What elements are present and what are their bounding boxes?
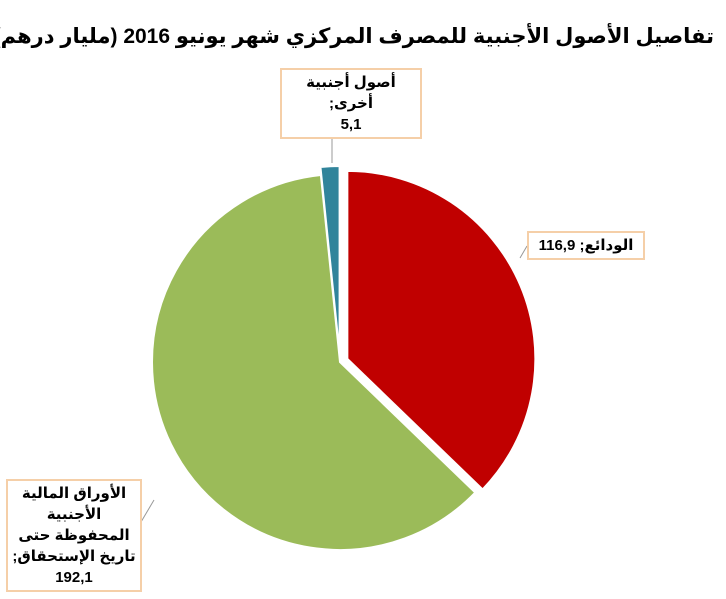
pie-slice bbox=[346, 169, 537, 491]
data-label: الودائع; 116,9 bbox=[527, 231, 645, 260]
label-category: الأوراق المالية الأجنبية المحفوظة حتى تا… bbox=[12, 485, 136, 565]
leader-line bbox=[140, 499, 155, 523]
label-category: الودائع; bbox=[579, 237, 634, 254]
data-label: الأوراق المالية الأجنبية المحفوظة حتى تا… bbox=[6, 479, 142, 592]
pie-slice bbox=[151, 173, 477, 551]
leader-line bbox=[519, 245, 528, 259]
label-category: أصول أجنبية أخرى; bbox=[306, 74, 396, 112]
pie-slice bbox=[319, 165, 341, 355]
data-label: أصول أجنبية أخرى; 5,1 bbox=[280, 68, 422, 139]
label-value: 5,1 bbox=[340, 116, 362, 133]
chart-title: تفاصيل الأصول الأجنبية للمصرف المركزي شه… bbox=[0, 25, 714, 48]
label-value: 116,9 bbox=[538, 237, 576, 254]
label-value: 192,1 bbox=[55, 569, 93, 586]
